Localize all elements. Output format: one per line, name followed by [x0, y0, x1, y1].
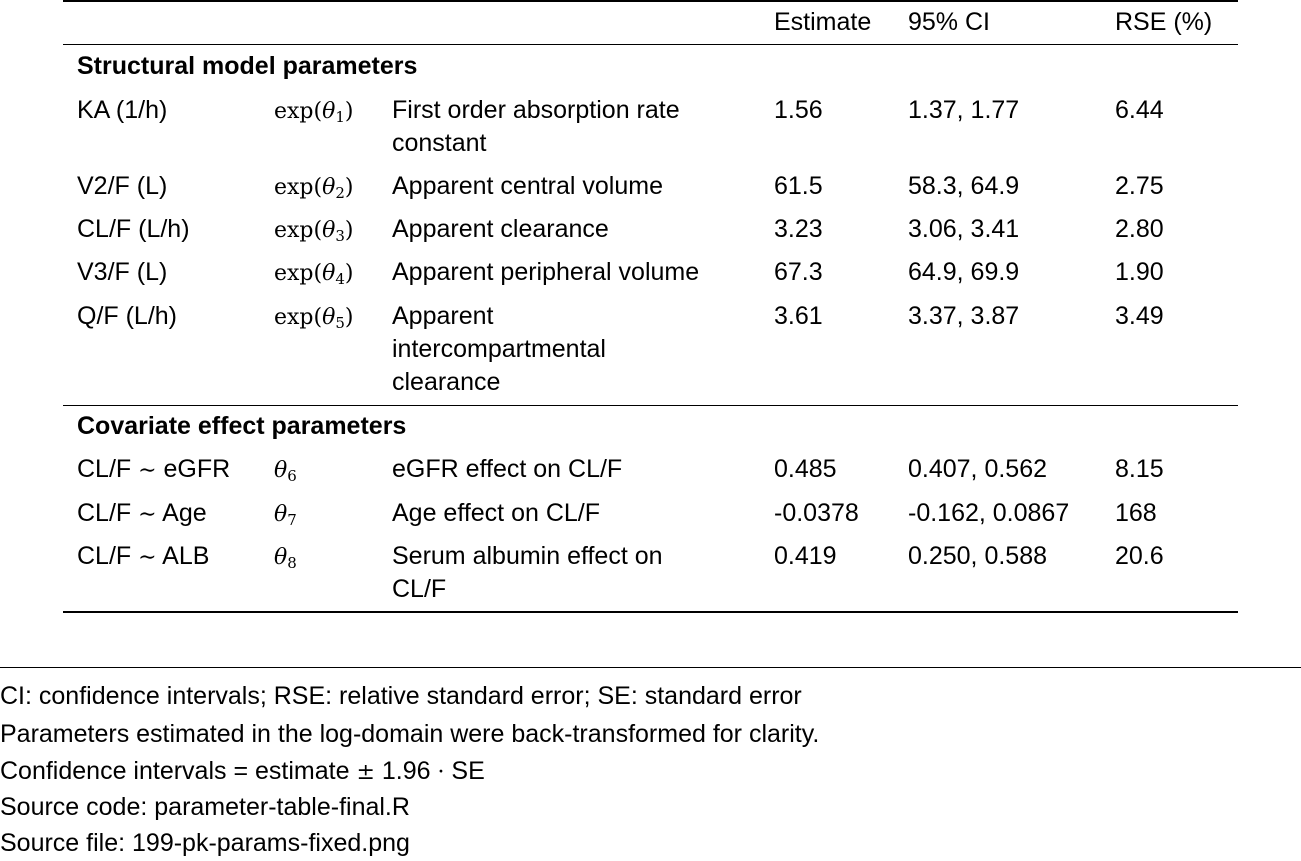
param-ci: 0.407, 0.562	[908, 455, 1048, 483]
header-estimate: Estimate	[774, 8, 872, 36]
param-estimate: -0.0378	[774, 499, 859, 527]
section-rule	[63, 405, 1238, 406]
note-source-code: Source code: parameter-table-final.R	[0, 793, 410, 821]
param-ci: -0.162, 0.0867	[908, 499, 1070, 527]
param-estimate: 3.23	[774, 215, 823, 243]
param-rse: 1.90	[1115, 258, 1164, 286]
param-name: Q/F (L/h)	[77, 302, 178, 330]
param-name: CL/F (L/h)	[77, 215, 190, 243]
param-description: Apparent clearance	[392, 215, 609, 243]
notes-rule	[0, 667, 1301, 668]
tilde-symbol: ∼	[138, 458, 157, 483]
param-name: V3/F (L)	[77, 258, 168, 286]
note-abbreviations: CI: confidence intervals; RSE: relative …	[0, 682, 802, 710]
param-expression: exp(θ1)	[274, 99, 354, 126]
tilde-symbol: ∼	[138, 502, 157, 527]
tilde-symbol: ∼	[138, 545, 157, 570]
note-back-transform: Parameters estimated in the log-domain w…	[0, 720, 820, 748]
plus-minus-symbol: ±	[356, 760, 375, 785]
param-expression: θ7	[274, 502, 297, 529]
param-name: KA (1/h)	[77, 96, 168, 124]
param-rse: 168	[1115, 499, 1157, 527]
param-rse: 20.6	[1115, 542, 1164, 570]
note-source-file: Source file: 199-pk-params-fixed.png	[0, 829, 410, 857]
param-description: Apparent central volume	[392, 172, 663, 200]
param-ci: 3.37, 3.87	[908, 302, 1020, 330]
param-rse: 6.44	[1115, 96, 1164, 124]
param-expression: exp(θ3)	[274, 218, 354, 245]
dot-symbol: ·	[437, 760, 445, 785]
param-name: CL/F ∼ Age	[77, 499, 207, 527]
table-bottom-rule	[63, 611, 1238, 613]
param-expression: exp(θ2)	[274, 175, 354, 202]
section-title-covariate: Covariate effect parameters	[77, 412, 407, 440]
param-rse: 2.80	[1115, 215, 1164, 243]
header-rule	[63, 44, 1238, 45]
param-rse: 2.75	[1115, 172, 1164, 200]
param-estimate: 1.56	[774, 96, 823, 124]
note-ci-formula: Confidence intervals = estimate ± 1.96 ·…	[0, 757, 485, 785]
param-ci: 64.9, 69.9	[908, 258, 1020, 286]
param-estimate: 3.61	[774, 302, 823, 330]
param-rse: 3.49	[1115, 302, 1164, 330]
section-title-structural: Structural model parameters	[77, 52, 418, 80]
param-description: Apparent peripheral volume	[392, 258, 700, 286]
param-ci: 1.37, 1.77	[908, 96, 1020, 124]
param-rse: 8.15	[1115, 455, 1164, 483]
param-expression: θ6	[274, 458, 297, 485]
param-estimate: 61.5	[774, 172, 823, 200]
param-ci: 0.250, 0.588	[908, 542, 1048, 570]
param-expression: exp(θ5)	[274, 305, 354, 332]
param-expression: exp(θ4)	[274, 261, 354, 288]
param-description: eGFR effect on CL/F	[392, 455, 623, 483]
param-description: Apparent intercompartmental clearance	[392, 302, 606, 396]
param-ci: 58.3, 64.9	[908, 172, 1020, 200]
param-name: CL/F ∼ eGFR	[77, 455, 231, 483]
param-name: V2/F (L)	[77, 172, 168, 200]
param-name: CL/F ∼ ALB	[77, 542, 210, 570]
param-estimate: 0.419	[774, 542, 837, 570]
table-top-rule	[63, 0, 1238, 2]
param-estimate: 67.3	[774, 258, 823, 286]
param-description: First order absorption rate constant	[392, 96, 680, 157]
param-description: Age effect on CL/F	[392, 499, 600, 527]
header-rse: RSE (%)	[1115, 8, 1213, 36]
header-ci: 95% CI	[908, 8, 990, 36]
param-ci: 3.06, 3.41	[908, 215, 1020, 243]
param-description: Serum albumin effect on CL/F	[392, 542, 663, 603]
param-estimate: 0.485	[774, 455, 837, 483]
param-expression: θ8	[274, 545, 297, 572]
